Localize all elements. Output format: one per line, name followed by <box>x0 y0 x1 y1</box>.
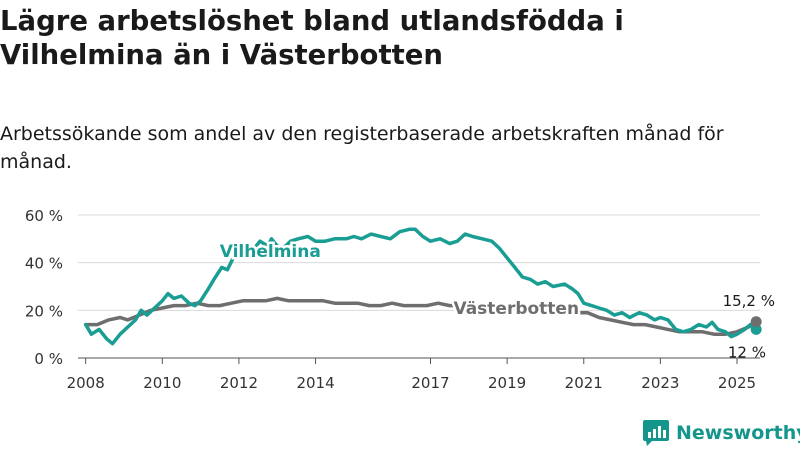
x-tick-label: 2023 <box>641 374 679 392</box>
brand-name: Newsworthy <box>676 422 800 444</box>
x-tick-label: 2019 <box>488 374 526 392</box>
y-tick-label: 20 % <box>25 302 63 320</box>
series-label: Vilhelmina <box>220 242 321 262</box>
x-tick-label: 2012 <box>220 374 258 392</box>
series-label: Västerbotten <box>453 299 579 319</box>
series-end-label: 15,2 % <box>723 292 775 310</box>
line-chart: 0 % 20 % 40 % 60 % 2008 2010 2012 2014 2017 2019 2… <box>25 207 775 392</box>
x-tick-label: 2025 <box>718 374 756 392</box>
newsworthy-logo: Newsworthy <box>643 418 800 448</box>
x-tick-label: 2014 <box>296 374 334 392</box>
newsworthy-icon <box>643 420 669 446</box>
y-tick-label: 0 % <box>34 350 63 368</box>
x-tick-label: 2008 <box>67 374 105 392</box>
chart-subtitle: Arbetssökande som andel av den registerb… <box>0 123 724 173</box>
series-line-vilhelmina <box>83 227 758 346</box>
y-tick-label: 60 % <box>25 207 63 225</box>
series-line-vsterbotten <box>83 296 758 336</box>
x-tick-label: 2010 <box>143 374 181 392</box>
series-endpoint <box>750 323 762 335</box>
x-tick-label: 2017 <box>411 374 449 392</box>
chart-title: Lägre arbetslöshet bland utlandsfödda i … <box>0 5 624 71</box>
series-endpoint <box>750 316 762 328</box>
series-end-label: 12 % <box>728 343 766 361</box>
x-tick-label: 2021 <box>565 374 603 392</box>
y-tick-label: 40 % <box>25 255 63 273</box>
